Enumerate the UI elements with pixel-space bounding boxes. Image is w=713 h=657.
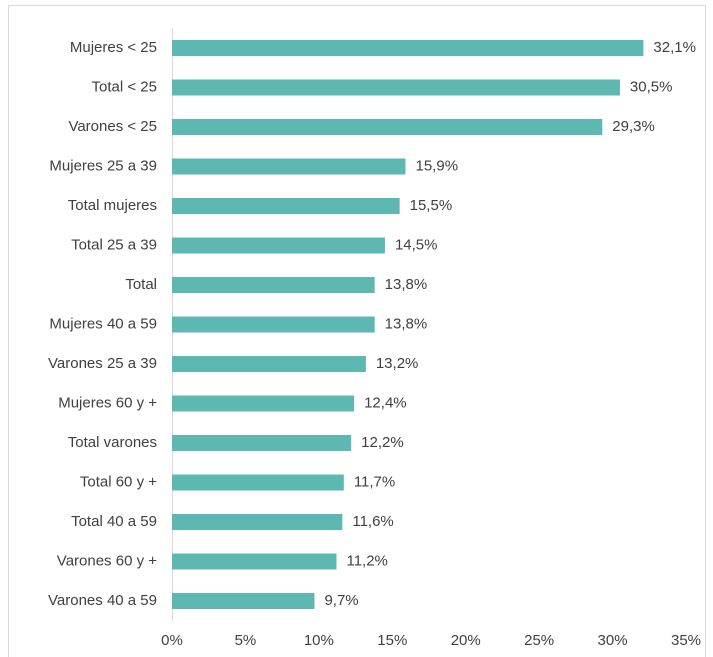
value-label: 13,8% (385, 276, 428, 293)
x-tick-label: 20% (451, 632, 481, 649)
bar (172, 514, 343, 530)
bar (172, 40, 644, 56)
bar (172, 474, 344, 491)
x-tick-label: 30% (598, 632, 628, 649)
bar (172, 316, 375, 333)
x-tick-label: 5% (235, 632, 257, 649)
y-tick-label: Varones 25 a 39 (48, 355, 157, 372)
bar (172, 198, 400, 214)
value-label: 9,7% (324, 592, 358, 609)
y-tick-label: Mujeres 60 y + (58, 394, 157, 411)
bar (172, 158, 406, 175)
bar (172, 593, 315, 609)
y-tick-label: Mujeres 25 a 39 (49, 157, 157, 174)
bar (172, 79, 620, 96)
y-tick-label: Total 60 y + (80, 473, 157, 490)
y-tick-label: Total varones (68, 434, 157, 451)
value-label: 12,4% (364, 394, 407, 411)
value-label: 15,9% (416, 157, 459, 174)
value-label: 13,8% (385, 315, 428, 332)
y-tick-label: Varones < 25 (68, 118, 157, 135)
x-tick-label: 35% (671, 632, 701, 649)
x-tick-label: 15% (377, 632, 407, 649)
value-label: 11,2% (346, 552, 387, 569)
y-tick-label: Total 40 a 59 (71, 513, 157, 530)
value-label: 14,5% (395, 236, 438, 253)
value-label: 32,1% (653, 39, 696, 56)
value-label: 29,3% (612, 118, 655, 135)
value-label: 15,5% (410, 197, 453, 214)
x-tick-label: 10% (304, 632, 334, 649)
bar (172, 553, 337, 570)
y-tick-label: Total (125, 276, 157, 293)
bar (172, 395, 355, 412)
y-tick-label: Varones 40 a 59 (48, 592, 157, 609)
bar (172, 119, 603, 135)
y-tick-label: Total 25 a 39 (71, 236, 157, 253)
value-label: 12,2% (361, 434, 404, 451)
y-tick-label: Total mujeres (68, 197, 157, 214)
y-tick-label: Total < 25 (92, 78, 157, 95)
x-tick-label: 0% (161, 632, 183, 649)
bar (172, 356, 366, 372)
value-label: 11,7% (354, 473, 395, 490)
chart-frame (8, 5, 706, 657)
y-tick-label: Varones 60 y + (57, 552, 157, 569)
bar (172, 277, 375, 293)
bar (172, 435, 352, 451)
value-label: 30,5% (630, 78, 673, 95)
x-tick-label: 25% (524, 632, 554, 649)
y-tick-label: Mujeres 40 a 59 (49, 315, 157, 332)
y-tick-label: Mujeres < 25 (70, 39, 157, 56)
value-label: 11,6% (352, 513, 393, 530)
bar (172, 237, 385, 254)
value-label: 13,2% (376, 355, 419, 372)
